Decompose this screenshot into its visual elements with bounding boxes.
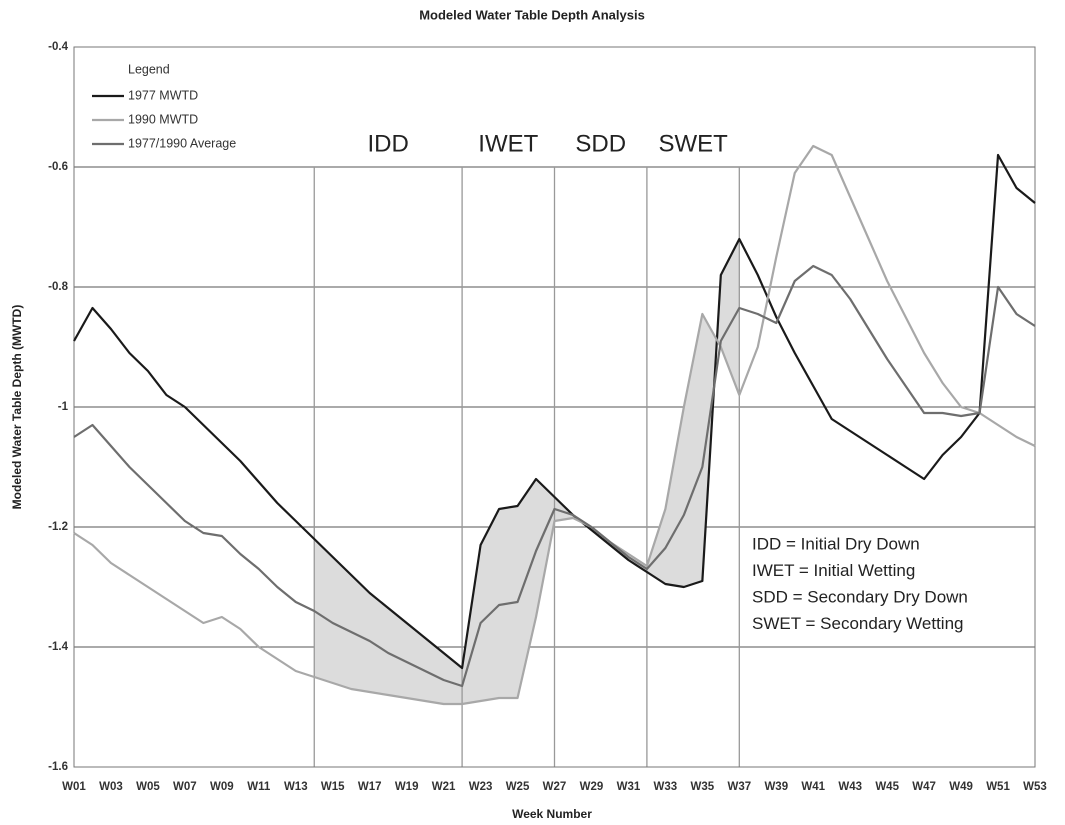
x-tick-label: W51 [986,781,1010,793]
annotation: IWET = Initial Wetting [752,561,915,580]
x-tick-label: W49 [949,781,973,793]
plot-frame [73,46,1036,768]
y-tick-label: -0.8 [48,281,68,293]
x-axis-label: Week Number [512,807,592,821]
x-tick-label: W09 [210,781,234,793]
x-tick-label: W45 [875,781,899,793]
x-tick-label: W21 [432,781,456,793]
x-tick-label: W53 [1023,781,1047,793]
legend-title: Legend [128,62,170,76]
y-axis-label: Modeled Water Table Depth (MWTD) [10,305,24,510]
y-tick-label: -1.2 [48,521,68,533]
x-tick-label: W27 [543,781,567,793]
x-tick-label: W07 [173,781,197,793]
x-tick-label: W13 [284,781,308,793]
x-tick-label: W39 [764,781,788,793]
x-tick-label: W37 [727,781,751,793]
phase-label: SWET [658,130,728,157]
series-line [73,153,1036,670]
legend-label: 1990 MWTD [128,112,198,126]
phase-label: IDD [368,130,409,157]
x-tick-label: W25 [506,781,530,793]
y-tick-label: -1.6 [48,761,68,773]
phase-label: SDD [575,130,626,157]
x-tick-label: W23 [469,781,493,793]
shade [314,239,740,704]
annotation: SDD = Secondary Dry Down [752,587,968,606]
x-tick-label: W41 [801,781,825,793]
x-tick-label: W05 [136,781,160,793]
x-tick-label: W33 [654,781,678,793]
legend-label: 1977 MWTD [128,88,198,102]
x-tick-label: W01 [62,781,86,793]
legend-label: 1977/1990 Average [128,136,236,150]
y-tick-label: -1.4 [48,641,68,653]
x-tick-label: W15 [321,781,345,793]
y-tick-label: -1 [58,401,69,413]
x-tick-label: W35 [691,781,715,793]
x-tick-label: W11 [247,781,271,793]
series-line [73,264,1036,688]
x-tick-label: W31 [617,781,641,793]
chart-title: Modeled Water Table Depth Analysis [419,7,645,22]
x-tick-label: W47 [912,781,936,793]
x-tick-label: W03 [99,781,123,793]
y-tick-label: -0.6 [48,161,68,173]
phase-label: IWET [478,130,538,157]
annotation: IDD = Initial Dry Down [752,534,920,553]
y-tick-label: -0.4 [48,41,68,53]
x-tick-label: W19 [395,781,419,793]
x-tick-label: W43 [838,781,862,793]
x-tick-label: W17 [358,781,382,793]
series-line [73,144,1036,706]
annotation: SWET = Secondary Wetting [752,614,964,633]
x-tick-label: W29 [580,781,604,793]
